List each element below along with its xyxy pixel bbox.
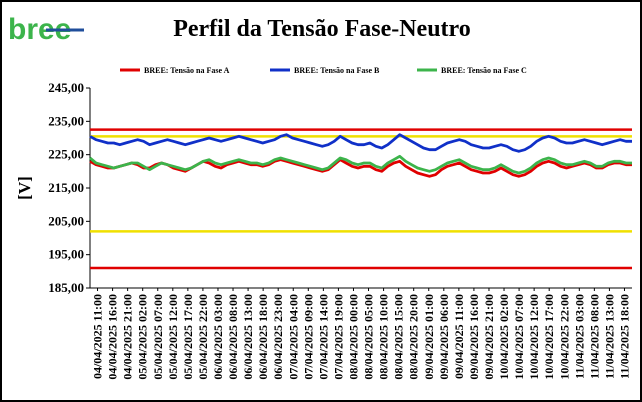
x-tick-label: 06/04/2025 08:00 bbox=[226, 294, 240, 380]
bree-logo-graphic: bree bbox=[8, 13, 84, 46]
x-tick-label: 05/04/2025 12:00 bbox=[166, 294, 180, 380]
x-tick-label: 09/04/2025 01:00 bbox=[422, 294, 436, 380]
y-tick-label: 225,00 bbox=[48, 147, 84, 162]
x-tick-label: 09/04/2025 11:00 bbox=[452, 294, 466, 379]
x-tick-label: 07/04/2025 09:00 bbox=[301, 294, 315, 380]
series-line-fase-a bbox=[89, 158, 632, 178]
x-tick-label: 10/04/2025 07:00 bbox=[512, 294, 526, 380]
series-line-fase-b bbox=[89, 133, 632, 153]
x-tick-label: 09/04/2025 16:00 bbox=[467, 294, 481, 380]
legend-label-fase-b: BREE: Tensão na Fase B bbox=[294, 66, 380, 75]
plot-background bbox=[90, 88, 632, 288]
x-tick-label: 05/04/2025 02:00 bbox=[136, 294, 150, 380]
x-tick-label: 04/04/2025 21:00 bbox=[121, 294, 135, 380]
x-tick-label: 04/04/2025 16:00 bbox=[106, 294, 120, 380]
x-tick-label: 07/04/2025 04:00 bbox=[286, 294, 300, 380]
x-tick-label: 11/04/2025 03:00 bbox=[572, 294, 586, 379]
series-line-fase-c bbox=[89, 154, 632, 175]
x-tick-label: 06/04/2025 23:00 bbox=[271, 294, 285, 380]
y-axis-label: [V] bbox=[15, 176, 34, 200]
x-tick-label: 05/04/2025 22:00 bbox=[196, 294, 210, 380]
x-tick-label: 09/04/2025 06:00 bbox=[437, 294, 451, 380]
x-tick-label: 10/04/2025 02:00 bbox=[497, 294, 511, 380]
x-tick-label: 07/04/2025 14:00 bbox=[316, 294, 330, 380]
x-tick-label: 10/04/2025 17:00 bbox=[542, 294, 556, 380]
x-tick-label: 06/04/2025 18:00 bbox=[256, 294, 270, 380]
chart-title: Perfil da Tensão Fase-Neutro bbox=[173, 16, 471, 42]
y-tick-label: 215,00 bbox=[48, 180, 84, 195]
x-tick-label: 09/04/2025 21:00 bbox=[482, 294, 496, 380]
y-tick-label: 235,00 bbox=[48, 113, 84, 128]
x-tick-label: 11/04/2025 18:00 bbox=[617, 294, 631, 379]
x-tick-label: 10/04/2025 22:00 bbox=[557, 294, 571, 380]
y-tick-label: 245,00 bbox=[48, 80, 84, 95]
y-tick-label: 185,00 bbox=[48, 280, 84, 295]
x-tick-label: 08/04/2025 20:00 bbox=[407, 294, 421, 380]
y-tick-label: 205,00 bbox=[48, 213, 84, 228]
x-tick-label: 10/04/2025 12:00 bbox=[527, 294, 541, 380]
x-tick-label: 08/04/2025 00:00 bbox=[346, 294, 360, 380]
legend-label-fase-c: BREE: Tensão na Fase C bbox=[441, 66, 527, 75]
x-tick-label: 11/04/2025 13:00 bbox=[602, 294, 616, 379]
x-tick-label: 05/04/2025 17:00 bbox=[181, 294, 195, 380]
x-tick-label: 06/04/2025 13:00 bbox=[241, 294, 255, 380]
legend-label-fase-a: BREE: Tensão na Fase A bbox=[144, 66, 230, 75]
x-tick-label: 11/04/2025 08:00 bbox=[587, 294, 601, 379]
x-tick-label: 07/04/2025 19:00 bbox=[331, 294, 345, 380]
x-tick-label: 08/04/2025 15:00 bbox=[392, 294, 406, 380]
bree-logo: bree bbox=[8, 8, 94, 48]
x-tick-label: 08/04/2025 10:00 bbox=[377, 294, 391, 380]
x-tick-label: 06/04/2025 03:00 bbox=[211, 294, 225, 380]
y-tick-label: 195,00 bbox=[48, 247, 84, 262]
x-tick-label: 08/04/2025 05:00 bbox=[362, 294, 376, 380]
x-tick-label: 05/04/2025 07:00 bbox=[151, 294, 165, 380]
x-tick-label: 04/04/2025 11:00 bbox=[91, 294, 105, 379]
